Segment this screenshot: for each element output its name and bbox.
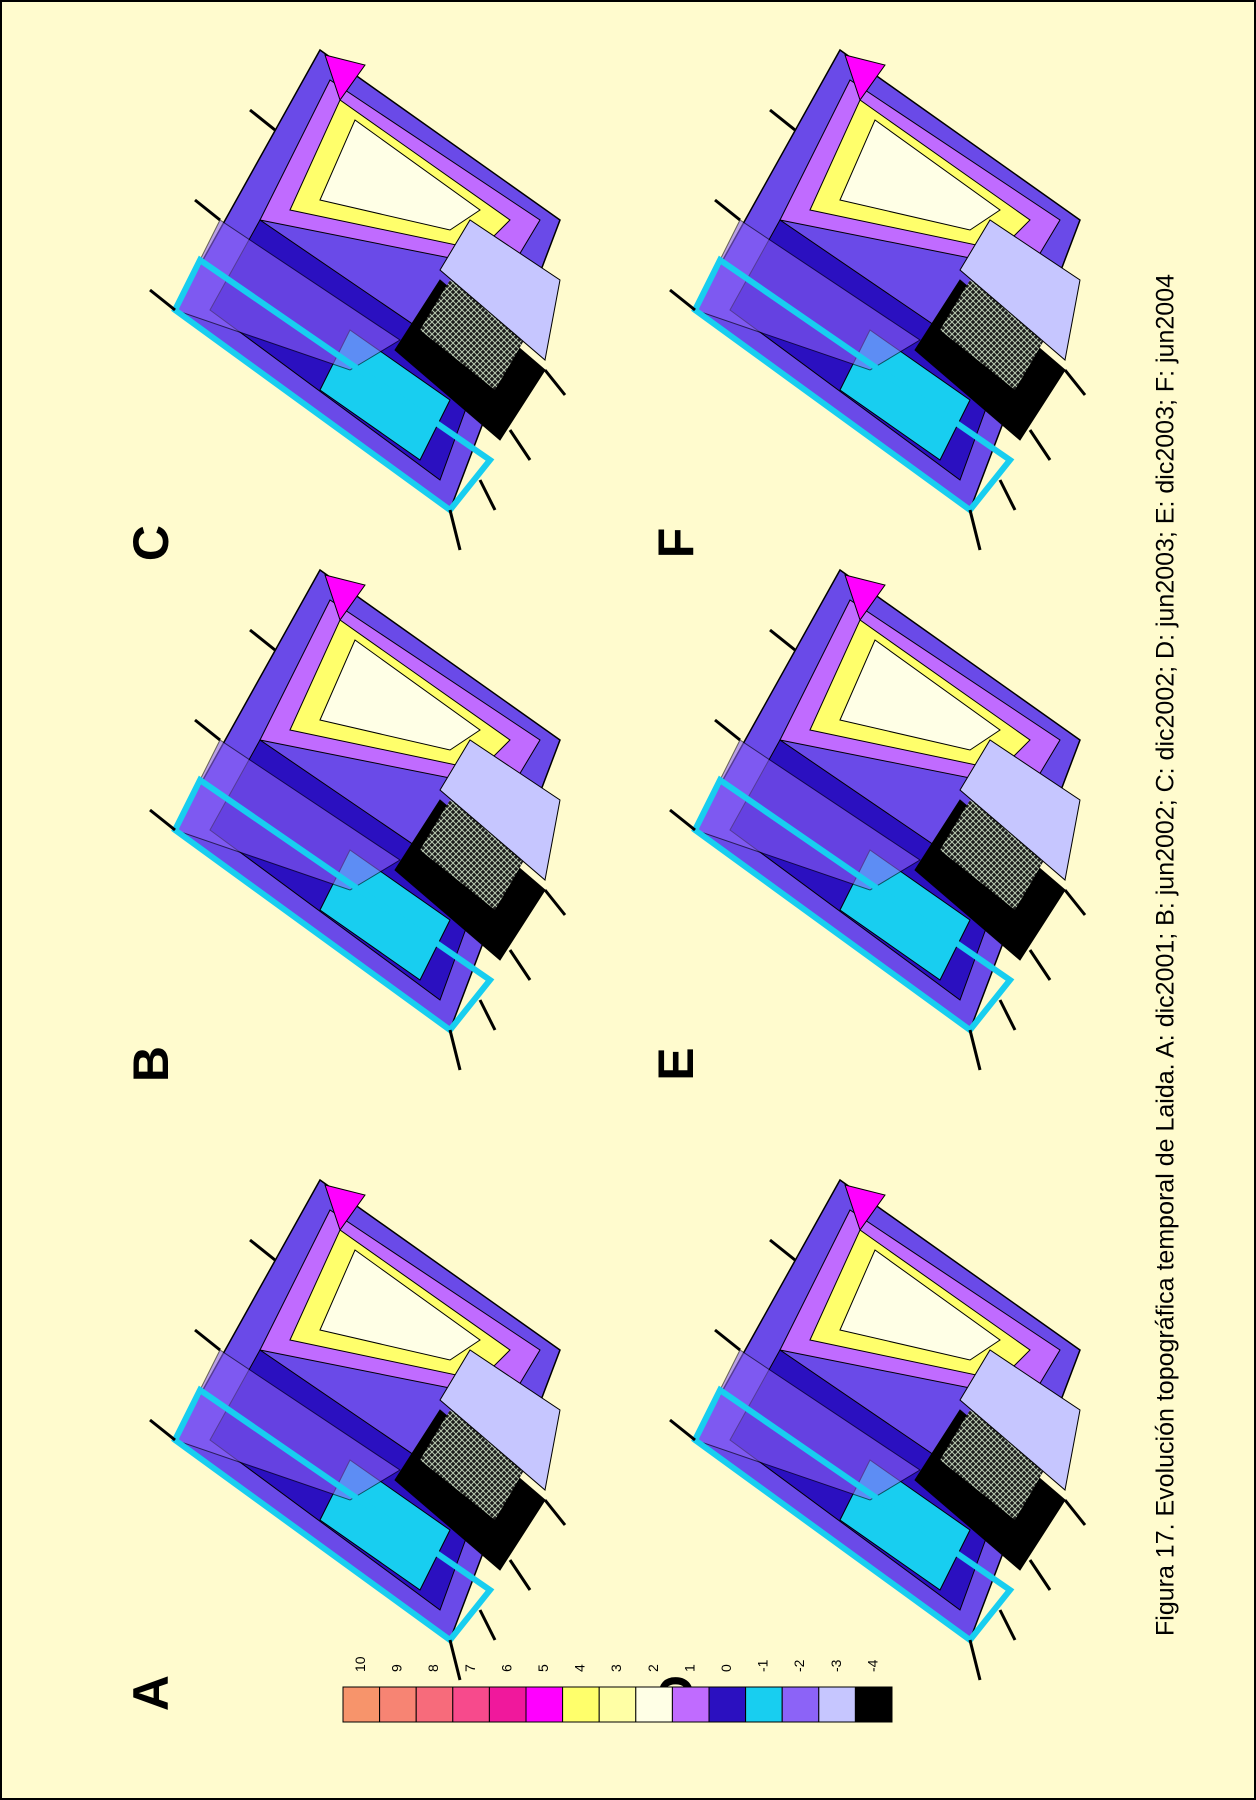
legend-swatch — [416, 1687, 453, 1722]
legend-label: 8 — [425, 1664, 441, 1672]
legend-swatch — [672, 1687, 709, 1722]
legend-swatch — [526, 1687, 563, 1722]
legend-label: 3 — [608, 1664, 624, 1672]
legend-swatch — [599, 1687, 636, 1722]
figure: A B C D E F Figura 17. Evolución topográ… — [0, 0, 1256, 1800]
legend-label: 9 — [389, 1664, 405, 1672]
legend-label: 7 — [462, 1664, 478, 1672]
panel-label: A — [123, 1675, 179, 1711]
caption: Figura 17. Evolución topográfica tempora… — [1152, 274, 1180, 1636]
legend-label: -1 — [755, 1659, 771, 1672]
panel-label: F — [648, 528, 704, 559]
legend-label: 2 — [645, 1664, 661, 1672]
panel-label: B — [123, 1046, 179, 1082]
legend-swatch — [343, 1687, 380, 1722]
legend-label: 5 — [535, 1664, 551, 1672]
legend-label: -2 — [791, 1659, 807, 1672]
legend-label: -3 — [828, 1659, 844, 1672]
legend-label: 10 — [352, 1656, 368, 1672]
legend-swatch — [746, 1687, 783, 1722]
panel-label: E — [648, 1047, 704, 1080]
panel-label: C — [123, 525, 179, 561]
legend-label: -4 — [864, 1659, 880, 1672]
legend-label: 4 — [572, 1664, 588, 1672]
legend-swatch — [782, 1687, 819, 1722]
legend-swatch — [453, 1687, 490, 1722]
page: {"caption": "Figura 17. Evolución topogr… — [0, 0, 1256, 1800]
legend-swatch — [636, 1687, 673, 1722]
legend-swatch — [380, 1687, 417, 1722]
legend-label: 1 — [681, 1664, 697, 1672]
legend-swatch — [709, 1687, 746, 1722]
legend-label: 0 — [718, 1664, 734, 1672]
legend-swatch — [489, 1687, 526, 1722]
legend-swatch — [855, 1687, 892, 1722]
legend-label: 6 — [498, 1664, 514, 1672]
legend-swatch — [563, 1687, 600, 1722]
legend-swatch — [819, 1687, 856, 1722]
